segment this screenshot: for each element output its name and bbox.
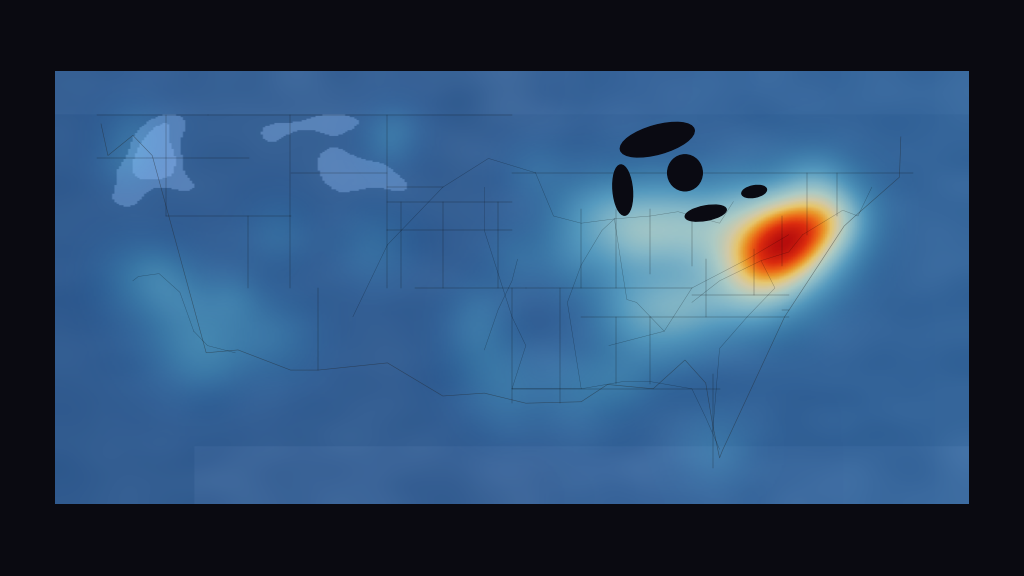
Ellipse shape (741, 185, 767, 198)
Ellipse shape (668, 155, 702, 191)
Ellipse shape (612, 165, 633, 215)
Ellipse shape (621, 123, 694, 157)
Ellipse shape (685, 205, 726, 221)
